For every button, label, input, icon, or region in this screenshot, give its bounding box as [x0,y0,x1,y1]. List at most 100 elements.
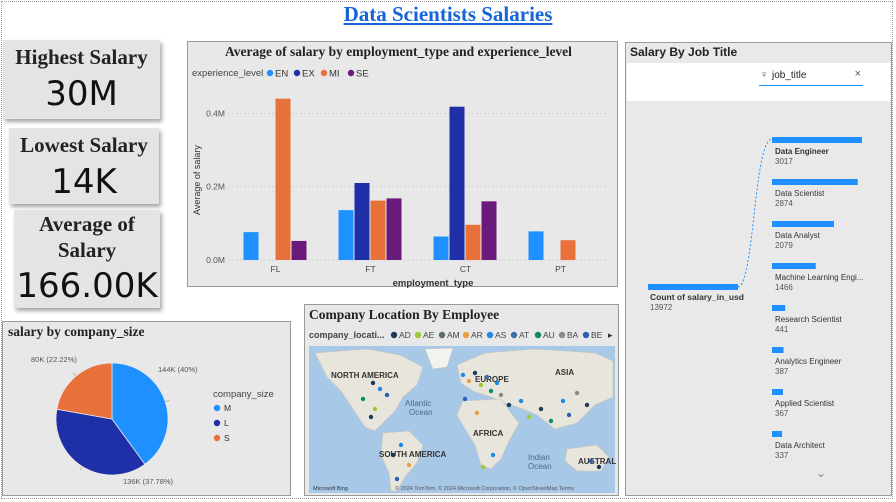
bar-CT-EN[interactable] [433,236,449,260]
job-bar[interactable] [772,221,835,227]
pie-legend-label[interactable]: L [224,418,229,428]
map-dot[interactable] [472,370,478,376]
map-legend-label[interactable]: AD [399,330,411,340]
map-dot[interactable] [390,452,396,458]
job-bar[interactable] [772,305,786,311]
job-label[interactable]: Data Scientist [775,189,825,198]
map-legend-next-icon[interactable]: ▸ [608,330,613,340]
job-label[interactable]: Research Scientist [775,315,842,324]
map-dot[interactable] [480,464,486,470]
bar-FT-EN[interactable] [338,210,354,260]
scroll-down-icon[interactable]: ⌄ [816,466,826,480]
map-dot[interactable] [484,374,490,380]
job-label[interactable]: Applied Scientist [775,399,835,408]
map-dot[interactable] [394,476,400,482]
map-legend-label[interactable]: AS [495,330,507,340]
job-label[interactable]: Data Engineer [775,147,829,156]
bar-chart-panel[interactable]: Average of salary by employment_type and… [187,41,618,288]
map-dot[interactable] [584,402,590,408]
map-dot[interactable] [518,398,524,404]
map-legend-marker[interactable] [510,331,518,339]
bar-legend-label[interactable]: SE [356,69,369,80]
map-legend-marker[interactable] [534,331,542,339]
map-dot[interactable] [506,402,512,408]
bar-FT-SE[interactable] [386,198,402,260]
job-bar[interactable] [772,431,783,437]
map-dot[interactable] [588,458,594,464]
pie-legend-label[interactable]: S [224,433,230,443]
map-dot[interactable] [548,418,554,424]
map-legend-label[interactable]: AU [543,330,555,340]
pie-slice-M[interactable] [111,362,169,465]
map-dot[interactable] [370,380,376,386]
bar-legend-label[interactable]: EN [275,69,288,80]
bar-FT-EX[interactable] [354,183,370,260]
map-legend-label[interactable]: BA [567,330,579,340]
map-dot[interactable] [398,442,404,448]
highest-salary-card[interactable]: Highest Salary 30M [3,40,160,119]
bar-legend-label[interactable]: MI [329,69,340,80]
map-dot[interactable] [368,414,374,420]
bar-FL-MI[interactable] [275,98,291,260]
map-legend-marker[interactable] [582,331,590,339]
job-bar[interactable] [772,263,816,269]
map-dot[interactable] [560,398,566,404]
search-input[interactable]: job_title [772,70,807,81]
map-dot[interactable] [406,462,412,468]
pie-legend[interactable]: MLS [213,403,231,443]
bar-legend-marker[interactable] [293,69,301,77]
bar-legend[interactable]: EN EX MI SE [266,69,369,80]
job-label[interactable]: Machine Learning Engi... [775,273,864,282]
pie-slice-S[interactable] [56,362,113,420]
map-dot[interactable] [566,412,572,418]
bar-legend-marker[interactable] [347,69,355,77]
average-salary-card[interactable]: Average of Salary 166.00K [14,210,160,308]
bar-CT-SE[interactable] [481,201,497,260]
bar-CT-EX[interactable] [449,106,465,260]
map-dot[interactable] [596,464,602,470]
job-bar[interactable] [772,347,784,353]
clear-search-icon[interactable]: × [854,68,861,80]
search-box[interactable]: ♀ job_title × [759,68,863,86]
page-title[interactable]: Data Scientists Salaries [343,2,553,26]
map-legend-marker[interactable] [486,331,494,339]
bar-FL-EN[interactable] [243,232,259,260]
map-legend-marker[interactable] [390,331,398,339]
pie-legend-marker[interactable] [213,419,221,427]
map-dot[interactable] [478,382,484,388]
job-bar[interactable] [772,389,783,395]
map-legend-label[interactable]: AT [519,330,529,340]
map-attribution[interactable]: © 2024 TomTom, © 2024 Microsoft Corporat… [395,485,574,492]
map-dot[interactable] [377,386,383,392]
root-bar[interactable] [648,284,738,290]
job-label[interactable]: Data Analyst [775,231,821,240]
job-label[interactable]: Analytics Engineer [775,357,842,366]
job-bar[interactable] [772,179,858,185]
map-dot[interactable] [494,380,500,386]
bar-CT-MI[interactable] [465,224,481,260]
job-label[interactable]: Data Architect [775,441,826,450]
map-legend-label[interactable]: AE [423,330,435,340]
map-dot[interactable] [372,406,378,412]
map-dots[interactable] [360,370,602,482]
map-legend-marker[interactable] [462,331,470,339]
map-dot[interactable] [538,406,544,412]
bar-FT-MI[interactable] [370,200,386,260]
bar-legend-label[interactable]: EX [302,69,315,80]
lowest-salary-card[interactable]: Lowest Salary 14K [9,128,159,204]
map-legend-label[interactable]: AM [447,330,460,340]
map-dot[interactable] [474,410,480,416]
map-dot[interactable] [574,390,580,396]
bar-legend-marker[interactable] [320,69,328,77]
map-dot[interactable] [360,396,366,402]
map-legend-marker[interactable] [558,331,566,339]
map-legend[interactable]: AD AE AM AR AS AT AU BA BE [390,330,603,340]
map-legend-marker[interactable] [414,331,422,339]
map-dot[interactable] [466,378,472,384]
bar-PT-MI[interactable] [560,240,576,260]
map-panel[interactable]: Company Location By Employee company_loc… [304,304,619,496]
map-dot[interactable] [462,396,468,402]
map-dot[interactable] [526,414,532,420]
pie-chart-panel[interactable]: salary by company_size 144K (40%) 136K (3… [2,321,291,496]
